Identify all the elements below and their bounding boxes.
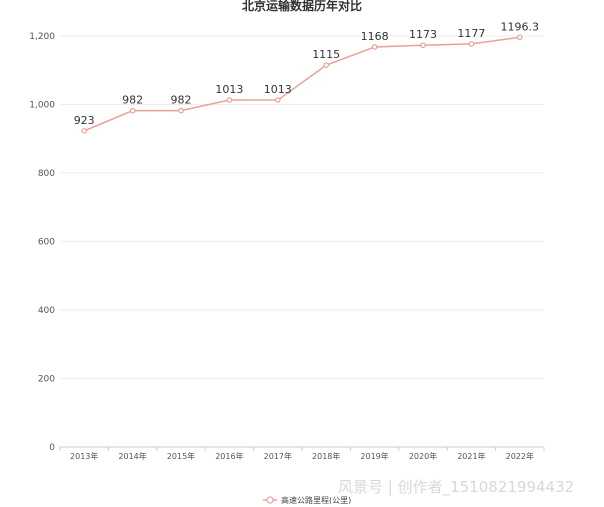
x-tick-label: 2022年 <box>506 451 534 461</box>
legend[interactable]: 高速公路里程(公里) <box>263 495 351 505</box>
legend-marker-icon <box>266 496 274 504</box>
series-line <box>83 36 520 132</box>
data-label: 982 <box>171 94 192 107</box>
data-label: 1013 <box>264 83 292 96</box>
x-tick-label: 2018年 <box>312 451 340 461</box>
x-tick-label: 2013年 <box>70 451 98 461</box>
data-point[interactable] <box>323 62 330 68</box>
x-tick-label: 2016年 <box>215 451 243 461</box>
data-point[interactable] <box>81 128 88 134</box>
x-axis: 2013年 2014年 2015年 2016年 2017年 2018年 2019年 2020年… <box>59 446 545 461</box>
y-tick-label: 0 <box>49 443 55 453</box>
data-point[interactable] <box>420 42 426 49</box>
x-tick-label: 2014年 <box>118 451 146 461</box>
data-point[interactable] <box>226 97 233 103</box>
x-tick-label: 2015年 <box>167 451 195 461</box>
data-label: 1173 <box>409 28 437 41</box>
data-label: 982 <box>122 94 143 107</box>
data-point[interactable] <box>516 34 523 41</box>
data-point[interactable] <box>178 107 184 114</box>
grid-lines <box>60 35 544 379</box>
y-tick-label: 1,200 <box>29 32 55 42</box>
data-point[interactable] <box>274 97 281 103</box>
y-tick-label: 400 <box>38 306 55 316</box>
data-point[interactable] <box>129 107 136 114</box>
data-label: 1177 <box>457 27 485 40</box>
y-axis-ticks: 0 200 400 600 800 1,000 1,200 <box>29 32 55 453</box>
y-tick-label: 200 <box>38 375 55 385</box>
data-label: 923 <box>74 114 95 127</box>
y-tick-label: 1,000 <box>29 101 55 111</box>
x-tick-label: 2020年 <box>409 451 437 461</box>
chart-title: 北京运输数据历年对比 <box>242 0 362 13</box>
data-label: 1168 <box>361 30 389 43</box>
legend-label: 高速公路里程(公里) <box>281 495 351 505</box>
y-tick-label: 800 <box>38 169 55 179</box>
data-point[interactable] <box>468 41 475 47</box>
x-tick-label: 2019年 <box>360 451 388 461</box>
y-tick-label: 600 <box>38 238 55 248</box>
data-label: 1013 <box>215 83 243 96</box>
data-label: 1115 <box>312 48 340 61</box>
data-label: 1196.3 <box>501 20 540 33</box>
data-point[interactable] <box>371 44 378 50</box>
x-tick-label: 2017年 <box>264 451 292 461</box>
watermark: 风景号 | 创作者_1510821994432 <box>338 478 574 497</box>
series-group: 923 982 982 1013 1013 1115 1168 1173 1177 1196.3 <box>74 20 540 134</box>
x-tick-label: 2021年 <box>457 451 485 461</box>
